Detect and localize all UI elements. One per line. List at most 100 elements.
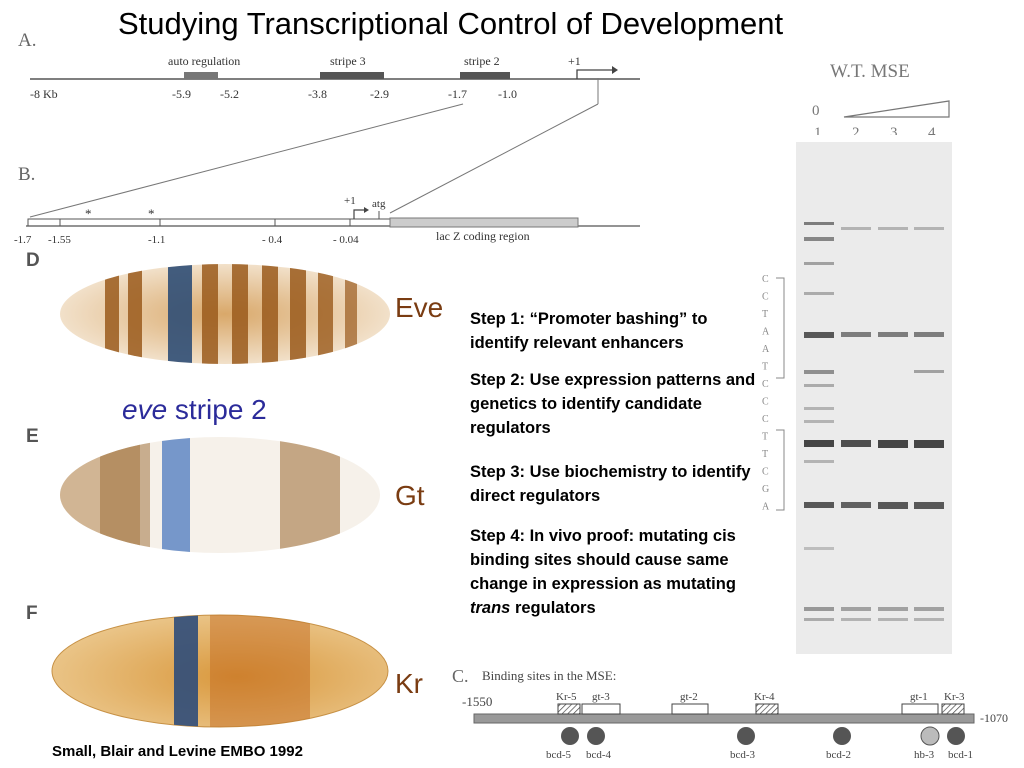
panel-d-letter: D bbox=[26, 250, 40, 271]
panel-c-left-coord: -1550 bbox=[462, 694, 492, 709]
sequence-letter: C bbox=[762, 397, 769, 408]
gel-lane-4: 4 bbox=[928, 125, 936, 135]
embryo-eve bbox=[60, 264, 390, 364]
stripe-3-box bbox=[320, 72, 384, 79]
site-label-bcd5: bcd-5 bbox=[546, 749, 572, 761]
site-label-gt3: gt-3 bbox=[592, 691, 610, 703]
site-gt3 bbox=[581, 703, 621, 715]
embryo-gt bbox=[60, 437, 380, 553]
sequence-letter: T bbox=[762, 362, 768, 373]
mse-bar bbox=[473, 713, 975, 724]
coord-b: -5.2 bbox=[220, 87, 239, 101]
site-label-kr4: Kr-4 bbox=[754, 691, 775, 703]
site-gt1 bbox=[901, 703, 939, 715]
tss-arrow-head-a bbox=[612, 66, 618, 74]
panel-c-right-coord: -1070 bbox=[980, 711, 1008, 725]
panel-c-title: Binding sites in the MSE: bbox=[482, 668, 616, 683]
sequence-letter: C bbox=[762, 414, 769, 425]
panel-a-letter: A. bbox=[18, 30, 36, 51]
eve-stripe-2-label: eve stripe 2 bbox=[122, 394, 267, 426]
sequence-letter: T bbox=[762, 309, 768, 320]
step-1-text: Step 1: “Promoter bashing” to identify r… bbox=[470, 310, 708, 352]
panel-c-letter: C. bbox=[452, 666, 469, 686]
sequence-letter: C bbox=[762, 292, 769, 303]
auto-regulation-box bbox=[184, 72, 218, 79]
panel-f-letter: F bbox=[26, 603, 38, 624]
step-4-text: Step 4: In vivo proof: mutating cis bind… bbox=[470, 524, 760, 620]
step-4-italic: trans bbox=[470, 599, 511, 617]
sequence-letter: A bbox=[762, 502, 770, 513]
gel-zero-label: 0 bbox=[812, 103, 820, 119]
step-2-text: Step 2: Use expression patterns and gene… bbox=[470, 371, 756, 437]
step-3-text: Step 3: Use biochemistry to identify dir… bbox=[470, 463, 751, 505]
stripe-2-box bbox=[460, 72, 510, 79]
gene-label-gt: Gt bbox=[395, 480, 425, 511]
region-label-auto: auto regulation bbox=[168, 54, 240, 68]
sequence-letter: A bbox=[762, 327, 770, 338]
asterisk-2: * bbox=[148, 206, 155, 221]
site-kr3 bbox=[941, 703, 965, 715]
bracket-lower bbox=[776, 429, 785, 511]
asterisk-1: * bbox=[85, 206, 92, 221]
gene-label-eve: Eve bbox=[395, 292, 444, 323]
slide-title: Studying Transcriptional Control of Deve… bbox=[118, 6, 784, 41]
sequence-letter: C bbox=[762, 467, 769, 478]
site-label-gt2: gt-2 bbox=[680, 691, 698, 703]
site-kr4 bbox=[755, 703, 779, 715]
site-label-gt1: gt-1 bbox=[910, 691, 928, 703]
bracket-upper bbox=[776, 277, 785, 379]
coord-e: -1.7 bbox=[448, 87, 467, 101]
sequence-letter: T bbox=[762, 432, 768, 443]
site-kr5 bbox=[557, 703, 581, 715]
site-label-bcd4: bcd-4 bbox=[586, 749, 612, 761]
site-gt2 bbox=[671, 703, 709, 715]
coord-a: -5.9 bbox=[172, 87, 191, 101]
gel-header: W.T. MSE 0 1 2 3 4 bbox=[812, 61, 950, 135]
start-coord: -8 Kb bbox=[30, 87, 58, 101]
region-label-stripe2: stripe 2 bbox=[464, 54, 500, 68]
lacz-label: lac Z coding region bbox=[436, 229, 530, 243]
site-label-bcd3: bcd-3 bbox=[730, 749, 756, 761]
gel-title: W.T. MSE bbox=[830, 61, 910, 82]
citation: Small, Blair and Levine EMBO 1992 bbox=[52, 743, 303, 760]
region-label-stripe3: stripe 3 bbox=[330, 54, 366, 68]
promoter-fragment-box bbox=[27, 218, 391, 227]
site-label-kr5: Kr-5 bbox=[556, 691, 577, 703]
gel-lane-3: 3 bbox=[890, 125, 898, 135]
coord-b-4: - 0.4 bbox=[262, 234, 283, 246]
coord-d: -2.9 bbox=[370, 87, 389, 101]
coord-f: -1.0 bbox=[498, 87, 517, 101]
sequence-letter: C bbox=[762, 379, 769, 390]
sequence-letter: A bbox=[762, 344, 770, 355]
site-label-bcd1: bcd-1 bbox=[948, 749, 973, 761]
embryo-kr bbox=[51, 614, 389, 728]
eve-italic: eve bbox=[122, 394, 168, 425]
gel-lane-2: 2 bbox=[852, 125, 860, 135]
tss-arrow-b bbox=[353, 209, 364, 219]
step-4-part-a: Step 4: In vivo proof: mutating cis bind… bbox=[470, 527, 736, 593]
gel-lane-1: 1 bbox=[814, 125, 822, 135]
atg-label: atg bbox=[372, 198, 386, 210]
site-label-hb3: hb-3 bbox=[914, 749, 935, 761]
site-bcd5 bbox=[561, 727, 579, 745]
gel-bands bbox=[804, 222, 944, 621]
gel-background bbox=[796, 142, 952, 654]
gene-label-kr: Kr bbox=[395, 668, 423, 699]
binding-sites-diagram: C. Binding sites in the MSE: -1550 -1070… bbox=[452, 666, 1008, 761]
coord-b-5: - 0.04 bbox=[333, 234, 359, 246]
zoom-line-right bbox=[389, 103, 599, 214]
stripe-text: stripe 2 bbox=[167, 394, 267, 425]
site-bcd1 bbox=[947, 727, 965, 745]
coord-c: -3.8 bbox=[308, 87, 327, 101]
coord-b-1: -1.7 bbox=[14, 234, 32, 246]
site-label-kr3: Kr-3 bbox=[944, 691, 965, 703]
tss-label-a: +1 bbox=[568, 54, 581, 68]
panel-e-letter: E bbox=[26, 426, 39, 447]
gel-gradient-wedge bbox=[843, 100, 950, 118]
sequence-letter: G bbox=[762, 484, 769, 495]
coord-b-3: -1.1 bbox=[148, 234, 165, 246]
site-hb3 bbox=[920, 726, 940, 746]
site-bcd2 bbox=[833, 727, 851, 745]
zoom-line-left bbox=[29, 103, 464, 218]
